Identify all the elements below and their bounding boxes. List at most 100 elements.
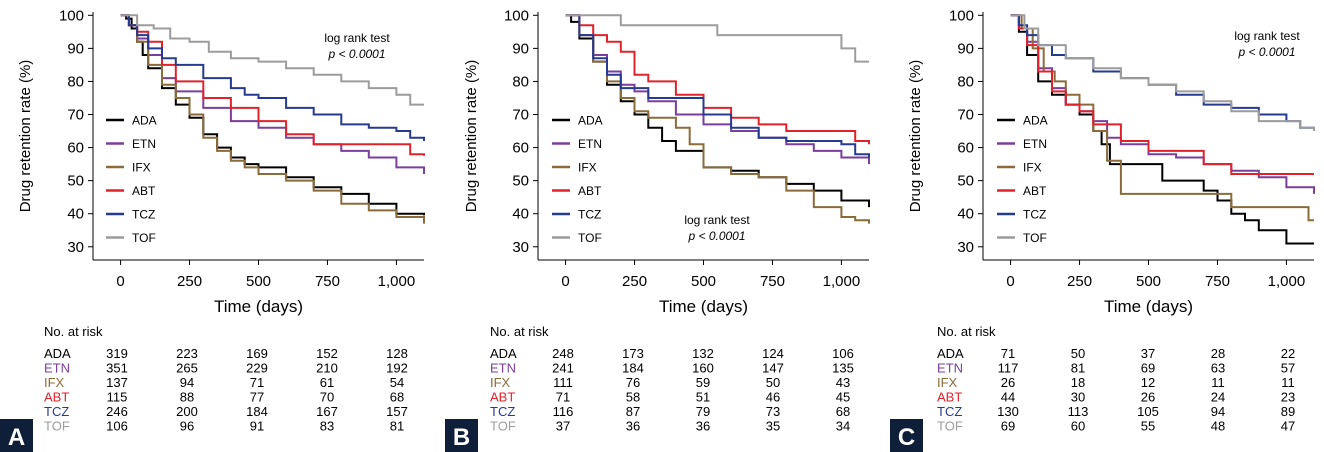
series-line-tof: [565, 14, 869, 63]
risk-cell: 68: [836, 404, 850, 419]
risk-cell: 83: [320, 419, 334, 434]
series-line-tcz: [565, 14, 870, 158]
x-tick-label: 1,000: [1268, 273, 1306, 290]
risk-cell: 184: [622, 361, 644, 376]
risk-cell: 124: [762, 346, 784, 361]
risk-cell: 47: [1281, 419, 1295, 434]
legend-label-etn: ETN: [1023, 137, 1047, 151]
risk-cell: 54: [390, 375, 404, 390]
risk-cell: 69: [1001, 419, 1015, 434]
annotation-pvalue: p < 0.0001: [687, 229, 745, 243]
y-tick-label: 60: [957, 140, 974, 157]
x-tick-label: 750: [760, 273, 785, 290]
risk-row-name-tof: TOF: [937, 419, 963, 434]
legend-label-ada: ADA: [132, 114, 157, 128]
risk-cell: 37: [1141, 346, 1155, 361]
x-tick-label: 1,000: [823, 273, 861, 290]
risk-cell: 22: [1281, 346, 1295, 361]
panel-badge-letter: C: [898, 424, 915, 451]
y-tick-label: 60: [67, 140, 84, 157]
series-line-abt: [120, 14, 425, 156]
x-tick-label: 250: [622, 273, 647, 290]
annotation-test: log rank test: [684, 213, 750, 227]
series-line-abt: [565, 14, 870, 145]
risk-cell: 192: [386, 361, 408, 376]
risk-cell: 87: [626, 404, 640, 419]
y-tick-label: 90: [67, 40, 84, 57]
y-tick-label: 30: [512, 239, 529, 256]
risk-cell: 152: [316, 346, 338, 361]
series-line-etn: [120, 14, 425, 174]
risk-cell: 81: [1071, 361, 1085, 376]
risk-cell: 46: [766, 390, 780, 405]
y-tick-label: 80: [512, 73, 529, 90]
risk-row-name-abt: ABT: [937, 390, 962, 405]
risk-cell: 71: [556, 390, 570, 405]
legend-label-abt: ABT: [132, 184, 156, 198]
y-tick-label: 40: [957, 206, 974, 223]
y-tick-label: 90: [512, 40, 529, 57]
risk-cell: 50: [766, 375, 780, 390]
annotation-test: log rank test: [324, 31, 390, 45]
risk-cell: 70: [320, 390, 334, 405]
y-tick-label: 70: [67, 107, 84, 124]
risk-row-name-ada: ADA: [490, 346, 517, 361]
y-tick-label: 30: [67, 239, 84, 256]
panel-badge: [445, 419, 478, 452]
series-line-ada: [565, 14, 870, 208]
y-tick-label: 100: [59, 7, 84, 24]
risk-cell: 79: [696, 404, 710, 419]
risk-cell: 69: [1141, 361, 1155, 376]
legend-label-ada: ADA: [1023, 114, 1048, 128]
series-line-ada: [120, 14, 425, 216]
legend-label-abt: ABT: [1023, 184, 1047, 198]
risk-cell: 246: [106, 404, 128, 419]
annotation-test: log rank test: [1234, 29, 1300, 43]
y-tick-label: 100: [504, 7, 529, 24]
risk-cell: 106: [832, 346, 854, 361]
risk-row-name-etn: ETN: [44, 361, 70, 376]
y-axis-label: Drug retention rate (%): [17, 60, 34, 213]
risk-cell: 115: [107, 390, 128, 405]
risk-cell: 157: [386, 404, 408, 419]
risk-cell: 89: [1281, 404, 1295, 419]
risk-cell: 11: [1211, 375, 1225, 390]
risk-cell: 34: [836, 419, 850, 434]
legend-label-tcz: TCZ: [578, 208, 601, 222]
y-tick-label: 30: [957, 239, 974, 256]
x-tick-label: 500: [246, 273, 271, 290]
y-tick-label: 60: [512, 140, 529, 157]
risk-cell: 169: [246, 346, 268, 361]
risk-cell: 55: [1141, 419, 1155, 434]
risk-cell: 160: [692, 361, 714, 376]
risk-cell: 63: [1211, 361, 1225, 376]
panel-badge: [0, 419, 33, 452]
risk-cell: 77: [250, 390, 264, 405]
risk-cell: 81: [390, 419, 404, 434]
risk-cell: 105: [1137, 404, 1159, 419]
x-tick-label: 750: [315, 273, 340, 290]
risk-cell: 132: [692, 346, 714, 361]
risk-cell: 76: [626, 375, 640, 390]
y-tick-label: 90: [957, 40, 974, 57]
risk-cell: 59: [696, 375, 710, 390]
series-line-etn: [565, 14, 870, 165]
annotation-pvalue: p < 0.0001: [1237, 45, 1295, 59]
risk-table-title: No. at risk: [937, 324, 996, 339]
legend-label-tcz: TCZ: [1023, 208, 1046, 222]
x-tick-label: 500: [691, 273, 716, 290]
risk-row-name-abt: ABT: [490, 390, 515, 405]
risk-row-name-ifx: IFX: [937, 375, 958, 390]
risk-cell: 48: [1211, 419, 1225, 434]
x-axis-label: Time (days): [1104, 297, 1193, 316]
risk-cell: 43: [836, 375, 850, 390]
risk-row-name-abt: ABT: [44, 390, 69, 405]
y-tick-label: 50: [957, 173, 974, 190]
risk-cell: 88: [180, 390, 194, 405]
legend-label-ifx: IFX: [132, 161, 151, 175]
risk-cell: 35: [766, 419, 780, 434]
x-tick-label: 250: [1067, 273, 1092, 290]
risk-row-name-etn: ETN: [490, 361, 516, 376]
